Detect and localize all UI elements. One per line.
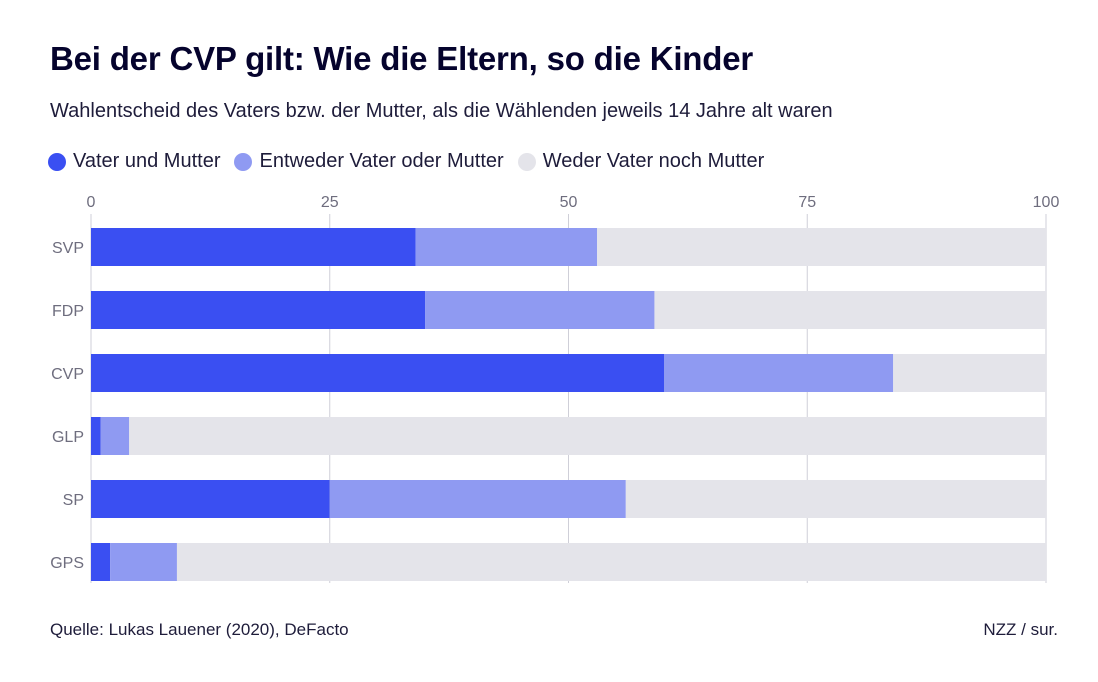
y-category-label-fdp: FDP xyxy=(52,303,84,320)
bar-sp-series-2 xyxy=(329,480,626,518)
legend-item-one-parent: Entweder Vater oder Mutter xyxy=(234,150,504,173)
chart-title: Bei der CVP gilt: Wie die Eltern, so die… xyxy=(50,40,754,77)
y-category-label-cvp: CVP xyxy=(51,366,84,383)
x-tick-label-25: 25 xyxy=(321,194,339,211)
legend-item-neither-parent: Weder Vater noch Mutter xyxy=(517,150,765,173)
bar-fdp-series-2 xyxy=(425,291,655,329)
x-tick-label-0: 0 xyxy=(87,194,96,211)
x-tick-label-50: 50 xyxy=(560,194,578,211)
bar-glp-series-1 xyxy=(91,417,101,455)
bar-fdp-series-3 xyxy=(654,291,1046,329)
bar-gps-series-1 xyxy=(91,543,111,581)
bar-cvp-series-2 xyxy=(664,354,894,392)
credit-note: NZZ / sur. xyxy=(983,620,1058,639)
bar-sp-series-3 xyxy=(625,480,1046,518)
bar-glp-series-3 xyxy=(129,417,1046,455)
legend-swatch-both xyxy=(48,152,66,171)
bar-glp-series-2 xyxy=(100,417,130,455)
bar-fdp-series-1 xyxy=(91,291,426,329)
y-category-label-sp: SP xyxy=(63,492,84,509)
x-tick-label-75: 75 xyxy=(798,194,816,211)
bar-sp-series-1 xyxy=(91,480,330,518)
bar-cvp-series-1 xyxy=(91,354,664,392)
legend-label-neither: Weder Vater noch Mutter xyxy=(542,150,765,172)
bar-svp-series-1 xyxy=(91,228,416,266)
bar-gps-series-3 xyxy=(176,543,1046,581)
x-tick-label-100: 100 xyxy=(1033,194,1060,211)
bar-svp-series-3 xyxy=(597,228,1046,266)
chart-subtitle: Wahlentscheid des Vaters bzw. der Mutter… xyxy=(50,100,833,122)
legend-swatch-one xyxy=(234,152,253,171)
legend-label-both: Vater und Mutter xyxy=(73,150,221,172)
bar-cvp-series-3 xyxy=(893,354,1046,392)
legend-swatch-neither xyxy=(517,152,536,171)
legend-label-one: Entweder Vater oder Mutter xyxy=(259,150,504,172)
bar-svp-series-2 xyxy=(415,228,598,266)
legend-item-both-parents: Vater und Mutter xyxy=(48,150,220,173)
y-category-label-svp: SVP xyxy=(52,240,84,257)
y-category-label-gps: GPS xyxy=(50,555,84,572)
bar-gps-series-2 xyxy=(110,543,177,581)
y-category-label-glp: GLP xyxy=(52,429,84,446)
source-note: Quelle: Lukas Lauener (2020), DeFacto xyxy=(50,620,349,639)
legend: Vater und Mutter Entweder Vater oder Mut… xyxy=(48,150,778,173)
